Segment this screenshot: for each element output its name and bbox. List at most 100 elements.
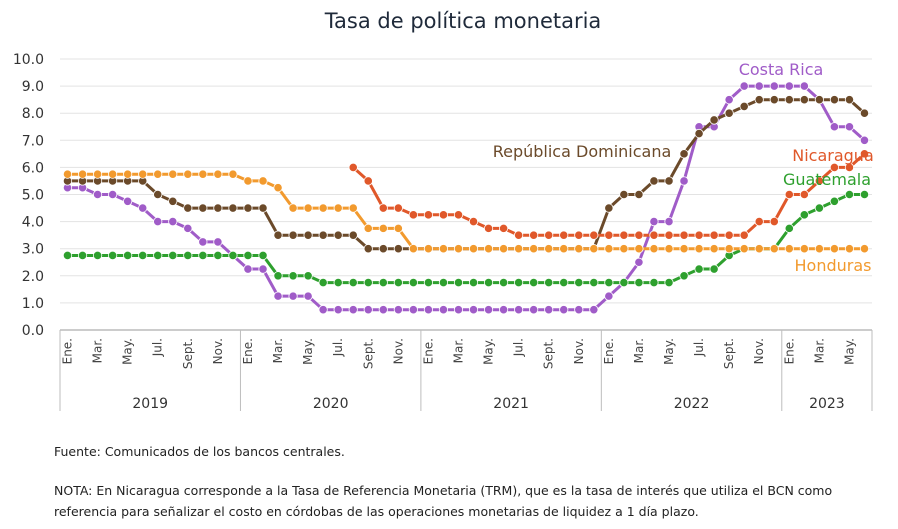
data-point (483, 244, 494, 254)
data-point (483, 223, 494, 233)
data-point (393, 244, 403, 254)
x-tick-label: May. (482, 338, 496, 365)
data-point (198, 203, 208, 213)
data-point (393, 305, 403, 315)
data-point (514, 244, 524, 254)
data-point (438, 210, 449, 220)
x-tick-label: Mar. (271, 338, 285, 363)
data-point (198, 250, 208, 261)
data-point (769, 217, 779, 227)
data-point (634, 257, 644, 267)
data-point (709, 115, 719, 125)
source-note: Fuente: Comunicados de los bancos centra… (54, 444, 345, 459)
data-point (153, 250, 163, 261)
data-point (348, 230, 358, 240)
data-point (709, 230, 719, 240)
data-point (604, 277, 614, 288)
data-point (318, 277, 328, 288)
data-point (604, 203, 614, 213)
data-point (544, 277, 554, 288)
x-tick-label: Jul. (692, 338, 706, 357)
data-point (438, 244, 449, 254)
data-point (483, 277, 494, 288)
data-point (303, 271, 313, 281)
data-point (378, 223, 388, 233)
year-label: 2019 (132, 396, 168, 412)
data-point (769, 244, 779, 254)
data-point (228, 203, 238, 213)
data-point (859, 135, 870, 145)
y-axis: 0.0 1.0 2.0 3.0 4.0 5.0 6.0 7.0 8.0 9.0 10.0 (13, 52, 44, 339)
data-point (258, 264, 268, 274)
x-tick-label: Sept. (542, 338, 556, 369)
data-point (288, 203, 298, 213)
data-point (619, 244, 629, 254)
data-point (423, 305, 434, 315)
data-point (213, 203, 223, 213)
data-point (514, 305, 524, 315)
data-point (859, 108, 870, 118)
data-point (529, 277, 539, 288)
data-point (829, 196, 840, 206)
data-point (123, 196, 133, 206)
data-point (408, 210, 418, 220)
data-point (243, 250, 253, 261)
data-point (799, 189, 809, 200)
data-point (784, 244, 794, 254)
data-point (228, 169, 238, 179)
data-point (754, 81, 764, 91)
data-point (619, 189, 629, 200)
data-point (709, 264, 719, 274)
data-point (168, 250, 178, 261)
x-tick-label: Sept. (361, 338, 375, 369)
data-point (393, 203, 403, 213)
data-point (694, 230, 704, 240)
data-point (859, 244, 870, 254)
data-point (273, 183, 283, 193)
data-point (739, 244, 749, 254)
x-tick-label: Ene. (421, 338, 435, 364)
data-point (589, 244, 599, 254)
data-point (138, 169, 148, 179)
x-tick-label: Nov. (752, 338, 766, 364)
data-point (679, 271, 689, 281)
x-tick-label: Mar. (632, 338, 646, 363)
data-point (183, 223, 193, 233)
data-point (529, 244, 539, 254)
data-point (243, 264, 253, 274)
data-point (859, 189, 870, 200)
data-point (799, 210, 809, 220)
data-point (288, 230, 298, 240)
series-annotation: República Dominicana (493, 142, 672, 161)
x-tick-label: Mar. (91, 338, 105, 363)
data-point (559, 230, 569, 240)
y-tick-label: 4.0 (22, 215, 44, 231)
policy-rate-chart: Tasa de política monetaria 0.0 1.0 2.0 3.0 4… (13, 9, 874, 412)
data-point (168, 217, 178, 227)
series-nicaragua (348, 149, 870, 240)
series-costa-rica (62, 81, 870, 315)
data-point (589, 277, 599, 288)
x-tick-label: May. (662, 338, 676, 365)
data-point (649, 244, 659, 254)
data-point (258, 250, 268, 261)
data-point (333, 305, 343, 315)
data-point (619, 230, 629, 240)
data-point (649, 230, 659, 240)
data-point (62, 169, 73, 179)
data-point (423, 244, 434, 254)
data-point (498, 277, 509, 288)
data-point (318, 203, 328, 213)
data-point (303, 203, 313, 213)
series-annotation: Honduras (795, 256, 872, 275)
x-tick-label: Jul. (151, 338, 165, 357)
y-tick-label: 5.0 (22, 188, 44, 204)
data-point (153, 189, 163, 200)
series-honduras (62, 169, 870, 254)
data-point (453, 277, 464, 288)
data-point (378, 203, 388, 213)
data-point (784, 189, 794, 200)
data-point (363, 277, 373, 288)
data-point (168, 196, 178, 206)
data-point (183, 203, 193, 213)
